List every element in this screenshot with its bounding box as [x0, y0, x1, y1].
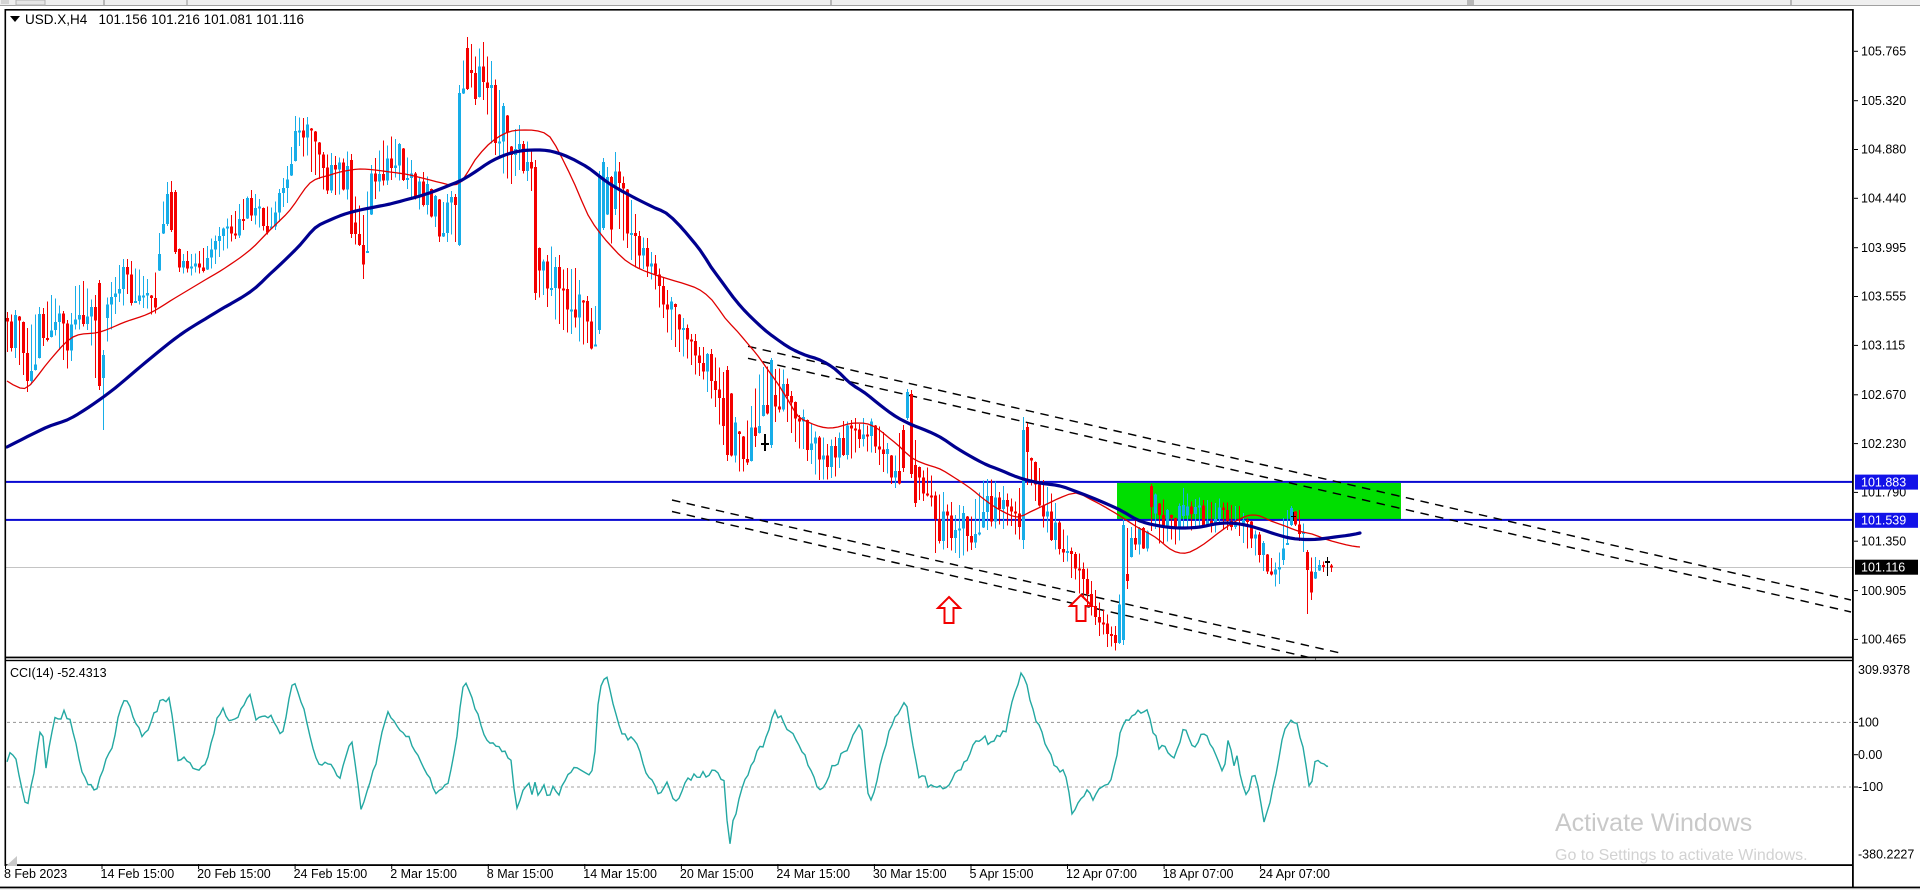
svg-text:100.465: 100.465 — [1861, 633, 1906, 647]
svg-text:8 Feb 2023: 8 Feb 2023 — [4, 867, 67, 881]
svg-text:Activate Windows: Activate Windows — [1555, 809, 1752, 837]
svg-text:100.905: 100.905 — [1861, 584, 1906, 598]
svg-text:24 Feb 15:00: 24 Feb 15:00 — [294, 867, 368, 881]
svg-text:105.320: 105.320 — [1861, 94, 1906, 108]
svg-text:-100: -100 — [1858, 780, 1883, 794]
svg-text:8 Mar 15:00: 8 Mar 15:00 — [487, 867, 554, 881]
svg-text:102.230: 102.230 — [1861, 437, 1906, 451]
svg-text:24 Mar 15:00: 24 Mar 15:00 — [776, 867, 850, 881]
svg-text:103.115: 103.115 — [1861, 339, 1905, 353]
svg-text:Go to Settings to activate Win: Go to Settings to activate Windows. — [1555, 847, 1808, 864]
svg-text:USD.X,H4 101.156 101.216 101: USD.X,H4 101.156 101.216 101.081 101.116 — [25, 12, 304, 27]
svg-text:18 Apr 07:00: 18 Apr 07:00 — [1163, 867, 1234, 881]
svg-text:104.880: 104.880 — [1861, 143, 1906, 157]
svg-text:103.995: 103.995 — [1861, 241, 1906, 255]
svg-text:103.555: 103.555 — [1861, 290, 1906, 304]
svg-text:14 Feb 15:00: 14 Feb 15:00 — [101, 867, 175, 881]
svg-text:30 Mar 15:00: 30 Mar 15:00 — [873, 867, 947, 881]
svg-text:0.00: 0.00 — [1858, 748, 1882, 762]
svg-text:12 Apr 07:00: 12 Apr 07:00 — [1066, 867, 1137, 881]
svg-text:2 Mar 15:00: 2 Mar 15:00 — [390, 867, 457, 881]
svg-text:20 Feb 15:00: 20 Feb 15:00 — [197, 867, 271, 881]
svg-text:101.883: 101.883 — [1861, 475, 1906, 489]
svg-text:101.539: 101.539 — [1861, 514, 1906, 528]
svg-text:20 Mar 15:00: 20 Mar 15:00 — [680, 867, 754, 881]
svg-text:5 Apr 15:00: 5 Apr 15:00 — [970, 867, 1034, 881]
svg-text:102.670: 102.670 — [1861, 388, 1906, 402]
svg-text:101.350: 101.350 — [1861, 534, 1906, 548]
svg-text:101.116: 101.116 — [1861, 560, 1905, 574]
svg-text:-380.2227: -380.2227 — [1858, 848, 1914, 862]
svg-text:14 Mar 15:00: 14 Mar 15:00 — [583, 867, 657, 881]
svg-text:24 Apr 07:00: 24 Apr 07:00 — [1259, 867, 1330, 881]
svg-text:104.440: 104.440 — [1861, 192, 1906, 206]
svg-text:105.765: 105.765 — [1861, 45, 1906, 59]
svg-text:CCI(14) -52.4313: CCI(14) -52.4313 — [10, 666, 107, 680]
svg-text:309.9378: 309.9378 — [1858, 663, 1910, 677]
svg-text:100: 100 — [1858, 716, 1879, 730]
